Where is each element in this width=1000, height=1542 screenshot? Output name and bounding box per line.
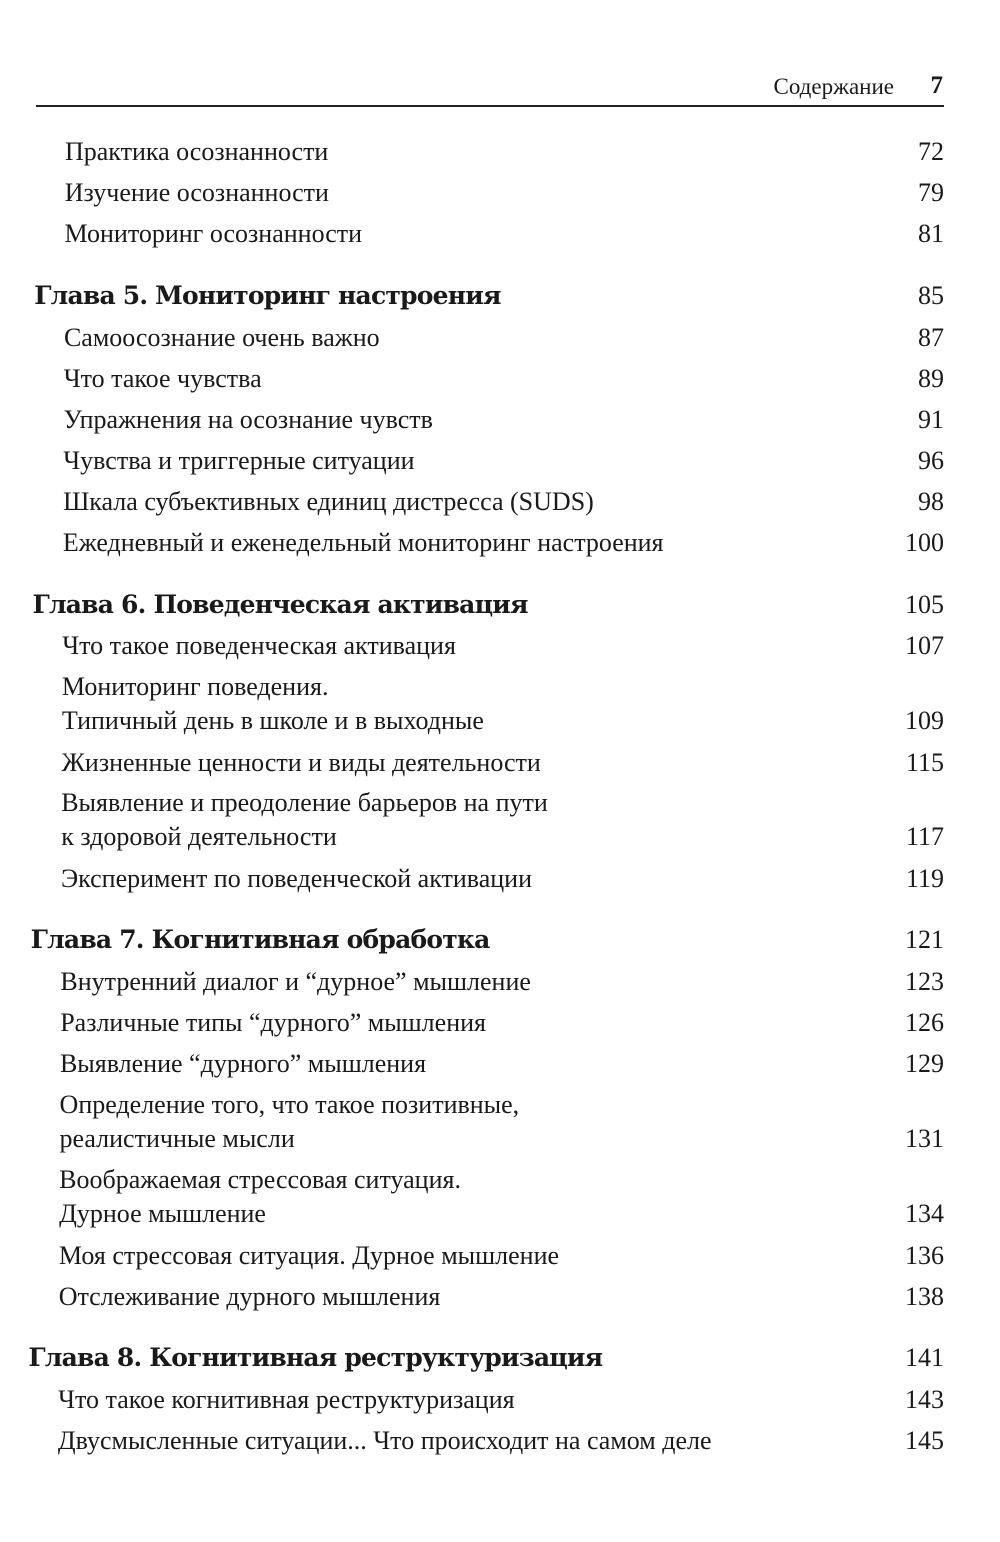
entry-title: Глава 8. Когнитивная реструктуризация (28, 1343, 603, 1372)
entry-title: Чувства и триггерные ситуации (63, 446, 415, 475)
entry-title: Практика осознанности (64, 137, 329, 166)
toc-section-entry: Двусмысленные ситуации... Что происходит… (58, 1424, 944, 1458)
entry-title: Отслеживание дурного мышления (58, 1282, 441, 1311)
entry-page-number: 81 (918, 219, 944, 248)
entry-page-number: 100 (905, 528, 944, 557)
entry-page-number: 141 (905, 1343, 944, 1372)
entry-page-number: 98 (918, 487, 944, 516)
entry-page-number: 136 (905, 1241, 944, 1270)
toc-chapter-entry: Глава 5. Мониторинг настроения 85 (34, 279, 944, 313)
toc-section-entry: Отслеживание дурного мышления 138 (59, 1280, 944, 1314)
entry-page-number: 72 (918, 137, 944, 166)
entry-page-number: 126 (905, 1008, 944, 1037)
entry-page-number: 115 (905, 748, 944, 777)
entry-title: Что такое чувства (63, 364, 262, 393)
entry-title: Выявление и преодоление барьеров на пути… (61, 788, 548, 851)
entry-title: Различные типы “дурного” мышления (60, 1008, 486, 1037)
toc-section-entry: Что такое когнитивная реструктуризация 14… (58, 1383, 944, 1417)
toc-section-entry: Выявление и преодоление барьеров на пути… (61, 786, 944, 854)
entry-page-number: 91 (918, 405, 944, 434)
entry-page-number: 107 (905, 631, 944, 660)
entry-title: Внутренний диалог и “дурное” мышление (60, 967, 531, 996)
toc-section-entry: Воображаемая стрессовая ситуация. Дурное… (59, 1163, 944, 1231)
entry-page-number: 129 (905, 1049, 944, 1078)
toc-section-entry: Чувства и триггерные ситуации 96 (63, 444, 944, 478)
entry-page-number: 96 (918, 446, 944, 475)
entry-title: Моя стрессовая ситуация. Дурное мышление (58, 1241, 560, 1270)
toc-section-entry: Что такое чувства 89 (64, 362, 944, 396)
running-header-title: Содержание (773, 74, 894, 99)
entry-title: Шкала субъективных единиц дистресса (SUD… (63, 487, 594, 516)
toc-section-entry: Мониторинг поведения. Типичный день в шк… (62, 670, 944, 738)
entry-page-number: 79 (918, 178, 944, 207)
entry-page-number: 119 (905, 864, 944, 893)
entry-title: Определение того, что такое позитивные, … (59, 1090, 520, 1153)
entry-title: Мониторинг поведения. Типичный день в шк… (61, 672, 484, 735)
entry-title: Глава 7. Когнитивная обработка (30, 925, 491, 954)
entry-title: Мониторинг осознанности (64, 219, 363, 248)
entry-title: Изучение осознанности (64, 178, 329, 207)
toc-section-entry: Жизненные ценности и виды деятельности 11… (62, 746, 944, 780)
entry-page-number: 145 (905, 1426, 944, 1455)
entry-title: Упражнения на осознание чувств (63, 405, 433, 434)
entry-title: Двусмысленные ситуации... Что происходит… (57, 1426, 712, 1455)
entry-title: Глава 6. Поведенческая активация (32, 590, 528, 619)
entry-page-number: 143 (905, 1385, 944, 1414)
entry-title: Ежедневный и еженедельный мониторинг нас… (62, 528, 664, 557)
toc-section-entry: Практика осознанности 72 (65, 135, 944, 169)
entry-page-number: 89 (918, 364, 944, 393)
toc-section-entry: Шкала субъективных единиц дистресса (SUD… (63, 485, 944, 519)
entry-title: Воображаемая стрессовая ситуация. Дурное… (59, 1165, 461, 1228)
entry-page-number: 121 (905, 925, 944, 954)
toc-section-entry: Моя стрессовая ситуация. Дурное мышление… (59, 1239, 944, 1273)
entry-title: Жизненные ценности и виды деятельности (61, 748, 541, 777)
entry-page-number: 117 (905, 822, 944, 851)
entry-page-number: 87 (918, 323, 944, 352)
entry-title: Самоосознание очень важно (63, 323, 380, 352)
toc-chapter-entry: Глава 7. Когнитивная обработка 121 (31, 923, 944, 957)
entry-page-number: 138 (905, 1282, 944, 1311)
entry-page-number: 123 (905, 967, 944, 996)
toc-section-entry: Эксперимент по поведенческой активации 11… (61, 862, 944, 896)
entry-title: Эксперимент по поведенческой активации (60, 864, 532, 893)
toc-section-entry: Изучение осознанности 79 (65, 176, 944, 210)
toc-chapter-entry: Глава 6. Поведенческая активация 105 (32, 588, 944, 622)
toc-section-entry: Различные типы “дурного” мышления 126 (60, 1006, 944, 1040)
entry-title: Что такое поведенческая активация (62, 631, 456, 660)
page-number: 7 (930, 72, 944, 99)
entry-title: Выявление “дурного” мышления (59, 1049, 427, 1078)
toc-section-entry: Упражнения на осознание чувств 91 (64, 403, 945, 437)
entry-page-number: 85 (918, 281, 944, 310)
toc-section-entry: Внутренний диалог и “дурное” мышление 123 (60, 965, 944, 999)
toc-section-entry: Выявление “дурного” мышления 129 (60, 1047, 944, 1081)
header-rule (36, 105, 944, 107)
entry-page-number: 105 (905, 590, 944, 619)
toc-chapter-entry: Глава 8. Когнитивная реструктуризация 141 (28, 1341, 944, 1375)
entry-page-number: 131 (905, 1124, 944, 1153)
entry-page-number: 134 (905, 1199, 944, 1228)
toc-section-entry: Самоосознание очень важно 87 (64, 321, 944, 355)
entry-title: Глава 5. Мониторинг настроения (34, 281, 501, 310)
toc-section-entry: Что такое поведенческая активация 107 (62, 629, 944, 663)
toc-section-entry: Мониторинг осознанности 81 (65, 217, 944, 251)
entry-title: Что такое когнитивная реструктуризация (58, 1385, 515, 1414)
toc-section-entry: Ежедневный и еженедельный мониторинг нас… (63, 526, 944, 560)
entry-page-number: 109 (905, 706, 944, 735)
toc-section-entry: Определение того, что такое позитивные, … (60, 1088, 944, 1156)
